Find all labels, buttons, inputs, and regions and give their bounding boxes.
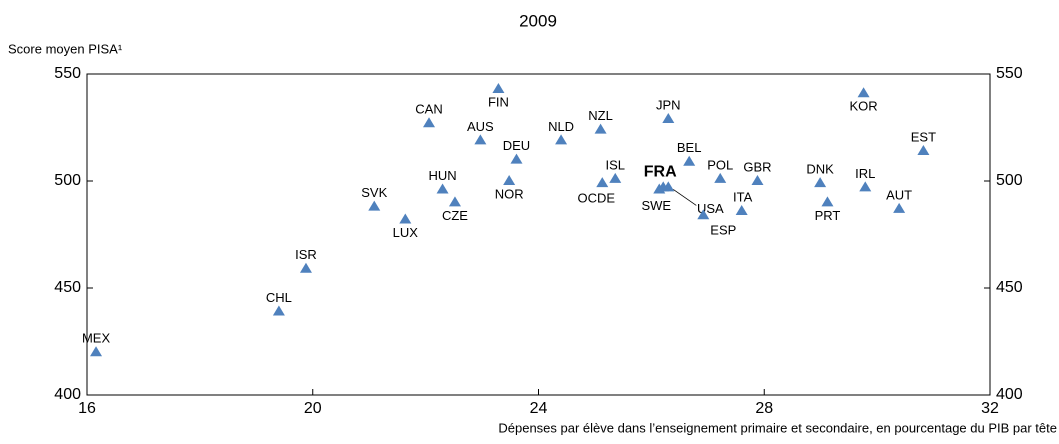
marker (555, 134, 568, 145)
point-label: NZL (588, 108, 613, 123)
point-label: PRT (815, 208, 841, 223)
point-label: SWE (641, 198, 671, 213)
marker (859, 181, 872, 192)
point-label: FRA (644, 164, 677, 181)
point-label: MEX (82, 331, 111, 346)
marker (474, 134, 487, 145)
point-label: POL (707, 157, 733, 172)
y-tick-label: 400 (54, 386, 81, 403)
plot-frame (86, 73, 991, 396)
point-label: ESP (710, 223, 736, 238)
marker (821, 196, 834, 207)
marker (399, 213, 412, 224)
point-label: DEU (503, 138, 530, 153)
point-label: AUT (886, 187, 912, 202)
leader-line (673, 189, 697, 206)
x-tick-label: 32 (981, 400, 999, 417)
point-label: CZE (442, 208, 468, 223)
point-label: CAN (415, 102, 442, 117)
y2-tick-label: 550 (996, 65, 1023, 82)
marker (594, 123, 607, 134)
marker (697, 209, 710, 220)
marker (662, 112, 675, 123)
y-tick-label: 450 (54, 279, 81, 296)
point-label: BEL (677, 140, 702, 155)
point-label: AUS (467, 119, 494, 134)
x-tick-label: 20 (304, 400, 322, 417)
marker (492, 82, 505, 93)
point-label: FIN (488, 94, 509, 109)
point-label: GBR (743, 159, 771, 174)
y-tick-label: 550 (54, 65, 81, 82)
point-label: ISL (605, 157, 625, 172)
marker (683, 155, 696, 166)
marker (448, 196, 461, 207)
y2-tick-label: 500 (996, 172, 1023, 189)
marker (423, 117, 436, 128)
marker (662, 181, 675, 192)
marker (609, 172, 622, 183)
x-axis-label: Dépenses par élève dans l’enseignement p… (498, 420, 1057, 435)
point-label: SVK (361, 185, 387, 200)
point-label: ITA (733, 189, 753, 204)
point-label: ISR (295, 247, 317, 262)
y2-tick-label: 450 (996, 279, 1023, 296)
marker (857, 87, 870, 98)
marker (893, 202, 906, 213)
point-label: NOR (495, 186, 524, 201)
point-label: OCDE (577, 191, 615, 206)
marker (751, 175, 764, 185)
marker (917, 145, 930, 156)
point-label: NLD (548, 119, 574, 134)
point-label: HUN (428, 168, 456, 183)
marker (368, 200, 381, 211)
marker (735, 204, 748, 215)
marker (714, 172, 727, 183)
marker (503, 175, 516, 185)
marker (596, 177, 609, 188)
y-axis-label: Score moyen PISA¹ (8, 41, 123, 56)
x-tick-label: 24 (530, 400, 548, 417)
marker (814, 177, 827, 188)
marker (299, 262, 312, 273)
point-label: JPN (656, 97, 681, 112)
marker (653, 183, 666, 194)
y2-tick-label: 400 (996, 386, 1023, 403)
marker (436, 183, 449, 194)
point-label: KOR (849, 99, 877, 114)
x-tick-label: 16 (78, 400, 96, 417)
x-tick-label: 28 (755, 400, 773, 417)
point-label: EST (911, 129, 936, 144)
marker (510, 153, 523, 164)
point-label: IRL (855, 166, 875, 181)
chart-title: 2009 (519, 11, 557, 30)
point-label: LUX (393, 225, 419, 240)
marker (90, 346, 103, 357)
marker (272, 305, 285, 316)
point-label: CHL (266, 290, 292, 305)
y-tick-label: 500 (54, 172, 81, 189)
point-label: DNK (806, 162, 834, 177)
